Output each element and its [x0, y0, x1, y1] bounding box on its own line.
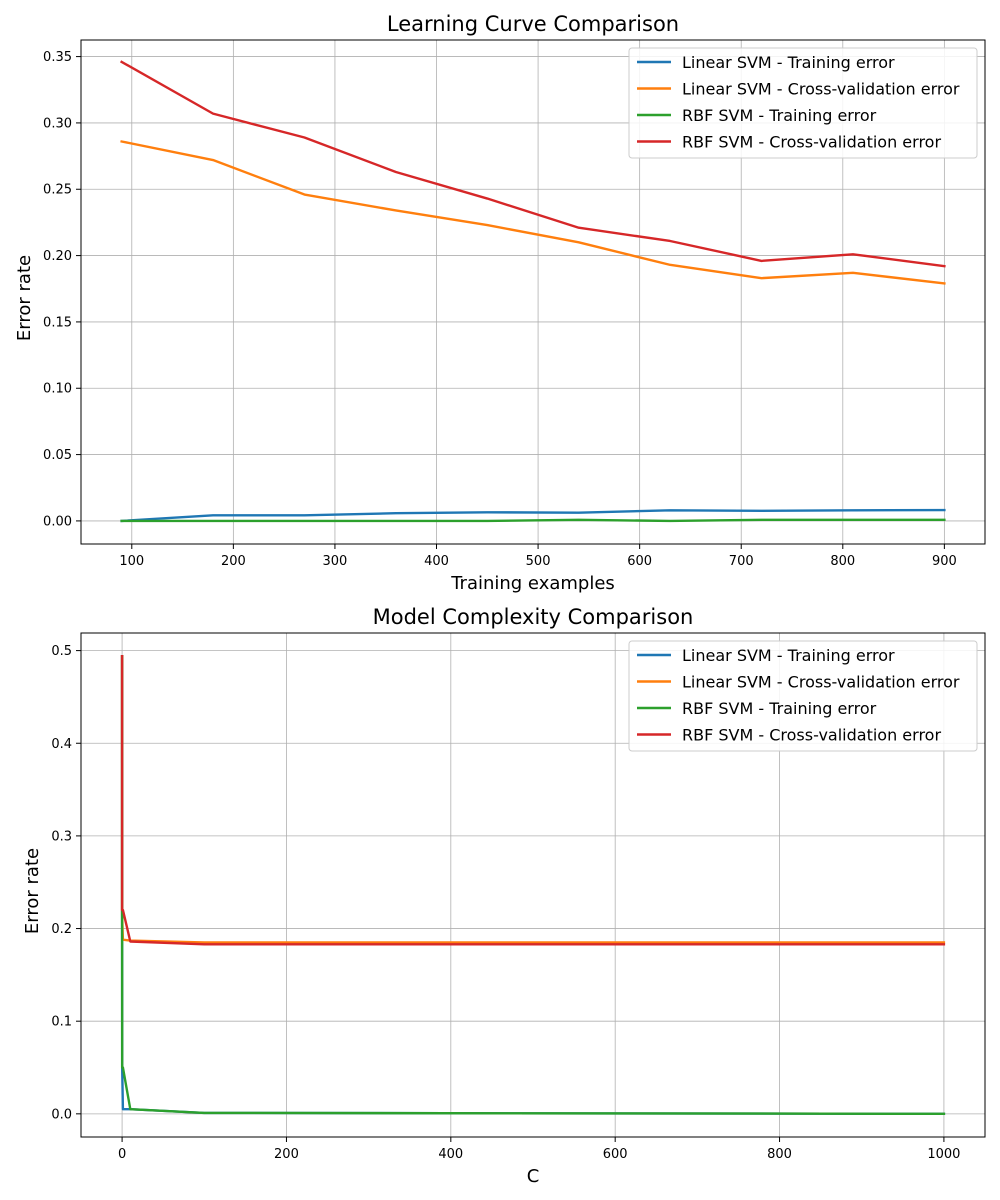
- y-tick-label: 0.20: [43, 249, 72, 264]
- legend: Linear SVM - Training error Linear SVM - …: [628, 47, 978, 159]
- legend-label: RBF SVM - Training error: [682, 106, 877, 125]
- y-tick-label: 0.3: [51, 829, 72, 844]
- y-tick-label: 0.5: [51, 644, 72, 659]
- y-tick-label: 0.05: [43, 448, 72, 463]
- y-axis-label: Error rate: [22, 848, 43, 934]
- x-tick-label: 400: [438, 1147, 463, 1162]
- series-line-4: [119, 60, 946, 268]
- series-group: [119, 60, 946, 523]
- series-line-1: [120, 508, 946, 523]
- x-tick-label: 800: [830, 554, 855, 569]
- y-tick-label: 0.2: [51, 922, 72, 937]
- legend-label: Linear SVM - Training error: [682, 53, 895, 72]
- x-tick-label: 200: [221, 554, 246, 569]
- x-tick-label: 1000: [927, 1147, 960, 1162]
- series-line-4: [120, 654, 946, 946]
- x-tick-label: 700: [729, 554, 754, 569]
- x-tick-label: 200: [274, 1147, 299, 1162]
- axes-frame: [80, 39, 986, 545]
- legend-label: Linear SVM - Training error: [682, 646, 895, 665]
- legend-box: [628, 47, 978, 159]
- legend-label: RBF SVM - Cross-validation error: [682, 726, 941, 745]
- x-axis-label: Training examples: [450, 573, 615, 594]
- y-axis-label: Error rate: [14, 255, 35, 341]
- axes-frame: [80, 632, 986, 1138]
- y-tick-label: 0.15: [43, 315, 72, 330]
- y-tick-label: 0.0: [51, 1107, 72, 1122]
- x-tick-label: 0: [118, 1147, 126, 1162]
- x-tick-label: 400: [424, 554, 449, 569]
- chart-title: Learning Curve Comparison: [387, 12, 679, 36]
- chart-2: 0 200 400 600 800 1000 0.0 0.1 0.2 0.3 0.4 0.5 Model…: [22, 605, 986, 1187]
- y-tick-label: 0.25: [43, 183, 72, 198]
- y-tick-label: 0.30: [43, 116, 72, 131]
- x-tick-label: 100: [119, 554, 144, 569]
- legend-box: [628, 640, 978, 752]
- series-line-3: [120, 518, 946, 523]
- legend: Linear SVM - Training error Linear SVM - …: [628, 640, 978, 752]
- y-tick-label: 0.35: [43, 50, 72, 65]
- legend-label: RBF SVM - Cross-validation error: [682, 133, 941, 152]
- y-tick-label: 0.10: [43, 382, 72, 397]
- x-tick-label: 300: [323, 554, 348, 569]
- x-tick-label: 600: [603, 1147, 628, 1162]
- y-tick-label: 0.4: [51, 737, 72, 752]
- x-axis-label: C: [527, 1166, 540, 1187]
- series-group: [120, 654, 946, 1116]
- series-line-2: [120, 140, 946, 285]
- y-tick-label: 0.1: [51, 1015, 72, 1030]
- x-tick-label: 800: [767, 1147, 792, 1162]
- chart-title: Model Complexity Comparison: [373, 605, 694, 629]
- legend-label: Linear SVM - Cross-validation error: [682, 673, 960, 692]
- chart-1: 100 200 300 400 500 600 700 800 900 0.00 0.05 0.10 0…: [14, 12, 986, 594]
- legend-label: Linear SVM - Cross-validation error: [682, 80, 960, 99]
- x-tick-label: 500: [526, 554, 551, 569]
- x-tick-label: 900: [932, 554, 957, 569]
- x-tick-label: 600: [627, 554, 652, 569]
- y-tick-label: 0.00: [43, 514, 72, 529]
- legend-label: RBF SVM - Training error: [682, 699, 877, 718]
